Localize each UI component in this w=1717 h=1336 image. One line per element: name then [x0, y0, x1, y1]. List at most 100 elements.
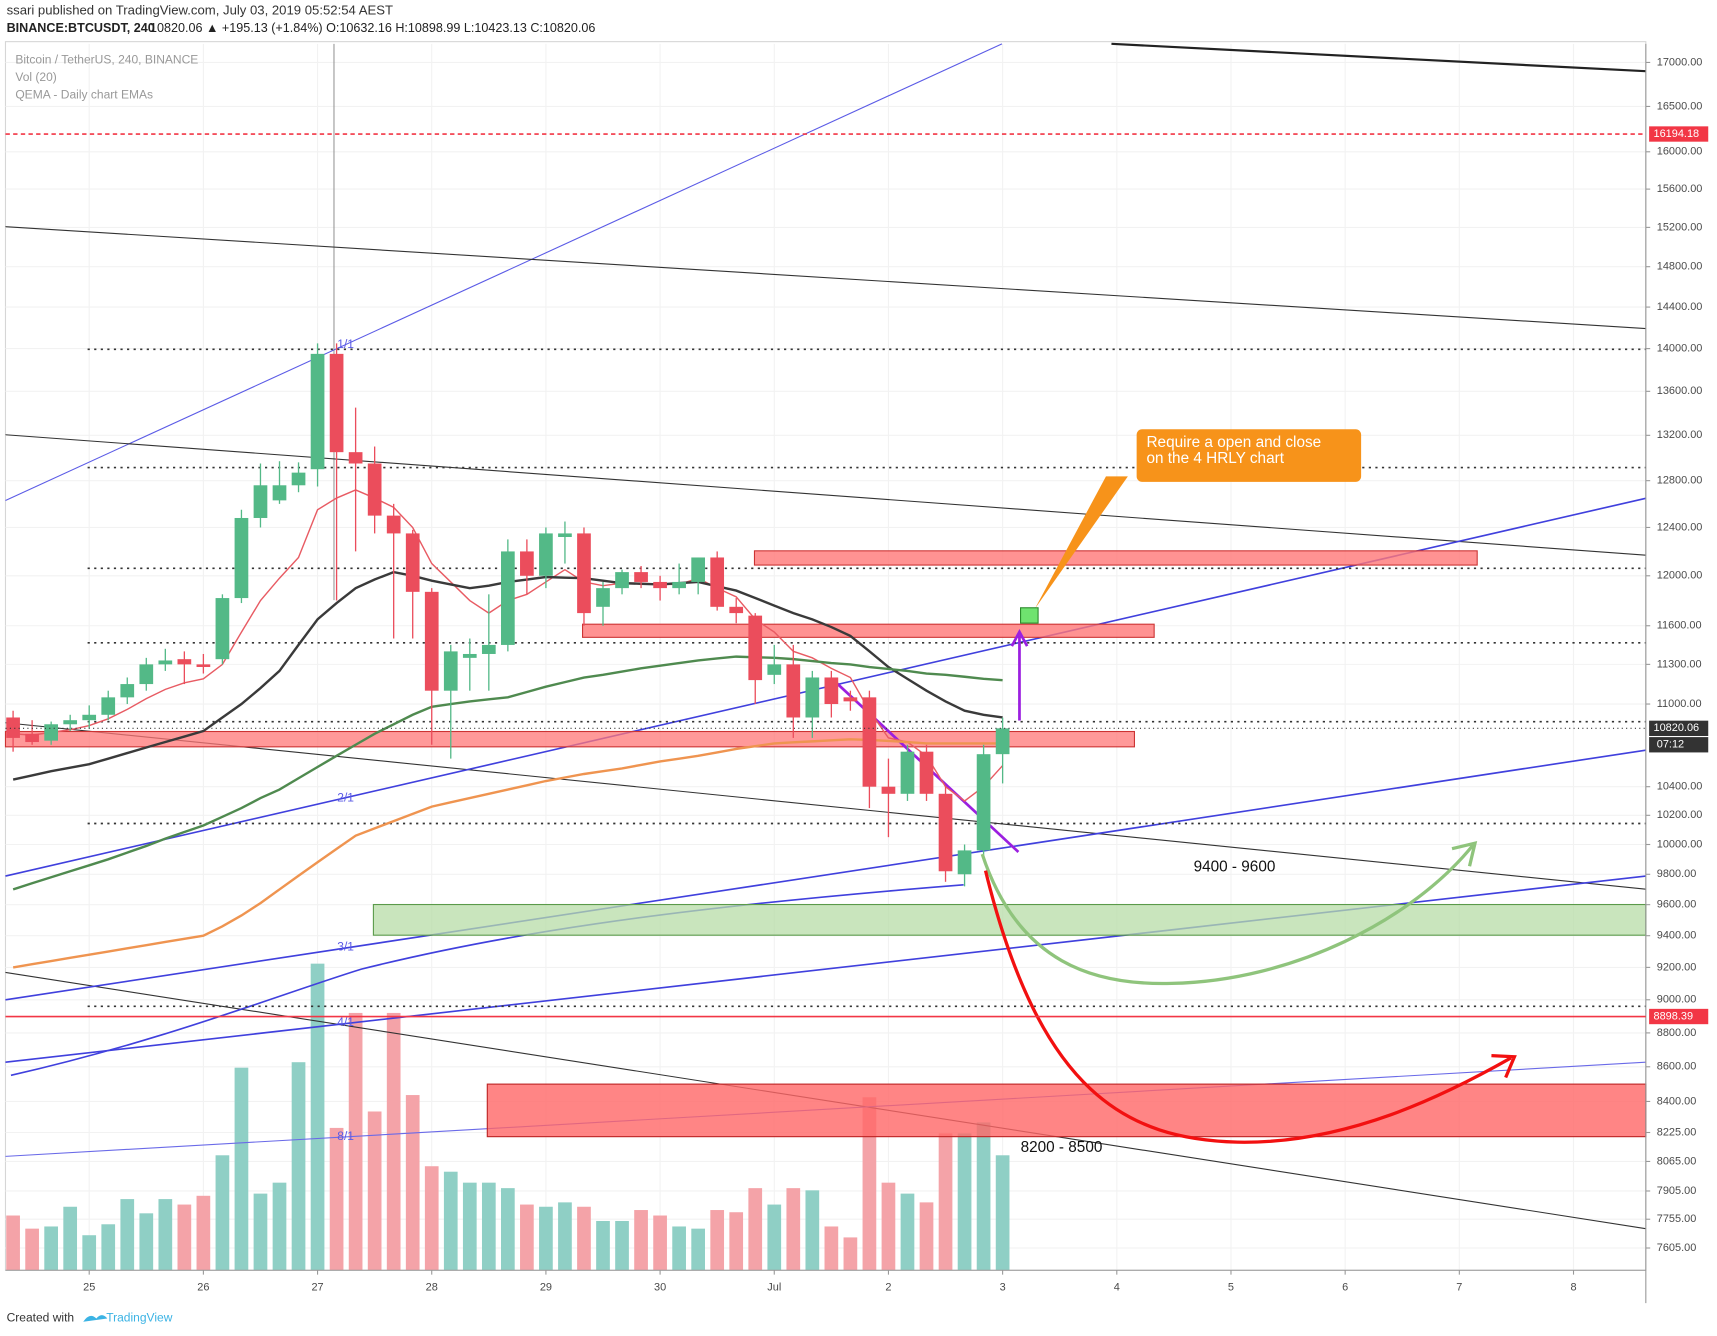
- candle-body: [367, 463, 382, 516]
- y-tick-label: 14400.00: [1657, 301, 1703, 313]
- volume-bar: [938, 1133, 953, 1271]
- volume-bar: [501, 1188, 515, 1271]
- volume-bar: [634, 1210, 648, 1271]
- y-tick-label: 16000.00: [1657, 146, 1703, 158]
- candle-body: [405, 533, 420, 592]
- y-tick-label: 9600.00: [1657, 899, 1697, 911]
- candle-body: [158, 660, 173, 665]
- candle-body: [462, 653, 477, 658]
- y-tick-label: 10000.00: [1657, 838, 1703, 850]
- volume-bar: [520, 1204, 534, 1271]
- volume-bar: [139, 1213, 154, 1271]
- candle-body: [805, 677, 820, 718]
- drawings: [4, 42, 1647, 1230]
- y-tick-label: 11600.00: [1657, 620, 1702, 632]
- volume-bar: [120, 1199, 135, 1271]
- candle-body: [824, 677, 839, 705]
- volume-pane: [6, 963, 1010, 1271]
- price-label-box: [1649, 1008, 1709, 1025]
- y-tick-label: 10400.00: [1657, 781, 1703, 793]
- green-arrow: [980, 844, 1475, 986]
- candle-body: [25, 733, 39, 743]
- y-tick-label: 8400.00: [1657, 1095, 1697, 1107]
- volume-bar: [786, 1188, 801, 1271]
- volume-bar: [234, 1067, 249, 1271]
- callout-text: on the 4 HRLY chart: [1146, 450, 1284, 467]
- volume-bar: [748, 1188, 763, 1271]
- support-zone: [486, 1083, 1647, 1138]
- resistance-zone: [4, 730, 1135, 748]
- candle-body: [634, 572, 648, 582]
- candle-body: [710, 557, 725, 607]
- candle-body: [234, 517, 249, 599]
- volume-bar: [957, 1133, 972, 1271]
- candle-body: [139, 664, 154, 685]
- x-tick-label: 4: [1114, 1282, 1120, 1294]
- volume-bar: [310, 963, 325, 1271]
- x-tick-label: 27: [311, 1282, 323, 1294]
- arrow-head: [1491, 1053, 1517, 1079]
- y-tick-label: 7755.00: [1657, 1213, 1697, 1225]
- candle-body: [424, 591, 439, 691]
- candle-body: [520, 551, 534, 576]
- legend-entry: QEMA - Daily chart EMAs: [15, 88, 153, 102]
- fib-labels: 1/1 2/1 3/1 4/1 8/1: [337, 337, 354, 1143]
- volume-bar: [767, 1204, 782, 1271]
- candle-body: [748, 615, 763, 681]
- candle-body: [596, 588, 610, 607]
- y-tick-label: 8065.00: [1657, 1155, 1697, 1167]
- candle-body: [310, 353, 325, 470]
- candle-body: [44, 724, 58, 741]
- y-tick-label: 13600.00: [1657, 385, 1703, 397]
- y-tick-label: 8800.00: [1657, 1027, 1697, 1039]
- target-marker: [1020, 607, 1039, 624]
- arrows: Require a open and close on the 4 HRLY c…: [980, 429, 1517, 1144]
- volume-bar: [6, 1215, 20, 1271]
- candle-body: [348, 452, 363, 464]
- volume-bar: [672, 1226, 686, 1271]
- volume-bar: [710, 1210, 725, 1271]
- candle-body: [691, 557, 706, 582]
- countdown-box: [1649, 737, 1709, 753]
- y-tick-label: 13200.00: [1657, 429, 1703, 441]
- candle-body: [672, 581, 686, 589]
- candle-body: [862, 697, 877, 787]
- volume-bar: [196, 1195, 211, 1271]
- price-label: 10820.06: [1653, 722, 1699, 734]
- volume-bar: [919, 1202, 934, 1271]
- annotation: 9400 - 9600: [1194, 859, 1276, 876]
- candle-body: [729, 606, 744, 614]
- volume-bar: [976, 1122, 991, 1271]
- candle-body: [995, 728, 1010, 755]
- fib-label: 3/1: [337, 940, 354, 954]
- countdown: 07:12: [1657, 739, 1684, 751]
- volume-bar: [25, 1228, 39, 1271]
- volume-bar: [291, 1062, 306, 1271]
- candle-body: [386, 515, 401, 534]
- fib-label: 1/1: [337, 337, 354, 351]
- axes: 17000.00 16500.00 16000.00 15600.00 15200.00…: [5, 43, 1709, 1304]
- volume-bar: [577, 1206, 591, 1271]
- candle-body: [957, 850, 972, 875]
- quote: 10820.06 ▲ +195.13 (+1.84%) O:10632.16 H…: [150, 21, 595, 35]
- candle-body: [177, 659, 192, 665]
- volume-bar: [691, 1228, 706, 1271]
- x-tick-label: Jul: [767, 1282, 781, 1294]
- volume-bar: [82, 1235, 97, 1271]
- volume-bar: [63, 1206, 78, 1271]
- arrow-head: [1010, 628, 1029, 647]
- candle-body: [767, 664, 782, 675]
- volume-bar: [862, 1097, 877, 1271]
- volume-bar: [900, 1193, 915, 1271]
- candle-body: [481, 644, 496, 654]
- volume-bar: [805, 1190, 820, 1271]
- volume-bar: [443, 1171, 458, 1271]
- y-tick-label: 16500.00: [1657, 100, 1703, 112]
- volume-bar: [215, 1155, 230, 1271]
- ema-line: [12, 738, 1003, 969]
- candle-body: [539, 533, 553, 576]
- y-tick-label: 8600.00: [1657, 1061, 1697, 1073]
- candle-body: [272, 485, 287, 501]
